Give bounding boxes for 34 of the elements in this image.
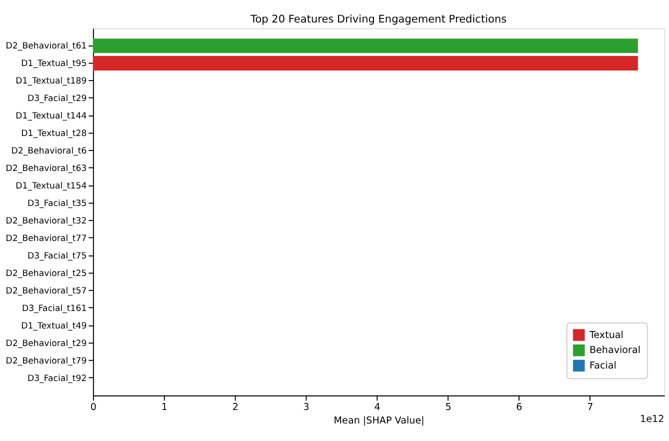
x-axis-title: Mean |SHAP Value| (334, 416, 424, 427)
y-tick-label: D2_Behavioral_t61 (6, 42, 87, 52)
y-tick-label: D3_Facial_t92 (27, 374, 87, 384)
y-tick-label: D1_Textual_t154 (16, 181, 87, 192)
y-tick-label: D1_Textual_t144 (16, 112, 87, 122)
y-tick-label: D2_Behavioral_t57 (6, 286, 87, 296)
y-tick-label: D3_Facial_t35 (27, 198, 87, 209)
y-tick-label: D2_Behavioral_t79 (6, 356, 87, 366)
legend-label: Facial (589, 360, 616, 372)
x-tick-label: 3 (303, 402, 310, 414)
y-tick-label: D1_Textual_t95 (21, 59, 87, 70)
y-tick-label: D2_Behavioral_t25 (6, 268, 87, 279)
text: 1e12 (640, 414, 664, 426)
y-tick-label: D3_Facial_t29 (27, 94, 87, 104)
legend-label: Behavioral (589, 345, 641, 356)
chart-title: Top 20 Features Driving Engagement Predictions (250, 14, 507, 26)
y-tick-label: D2_Behavioral_t6 (11, 146, 87, 157)
legend-label: Textual (588, 330, 624, 341)
x-tick-label: 4 (374, 402, 380, 414)
y-tick-label: D3_Facial_t75 (27, 251, 87, 262)
y-tick-label: D2_Behavioral_t32 (6, 216, 87, 226)
x-tick-label: 5 (445, 402, 452, 414)
x-tick-label: 6 (516, 402, 522, 414)
x-tick-label: 0 (90, 402, 97, 414)
x-tick-label: 7 (587, 402, 594, 414)
x-tick-label: 1 (161, 402, 168, 414)
x-tick-label: 2 (232, 402, 238, 414)
y-tick-label: D2_Behavioral_t63 (6, 164, 87, 174)
y-tick-label: D1_Textual_t49 (21, 321, 87, 332)
y-tick-label: D1_Textual_t28 (21, 129, 87, 140)
y-tick-label: D1_Textual_t189 (16, 76, 87, 87)
y-tick-label: D3_Facial_t161 (22, 304, 87, 314)
y-tick-label: D2_Behavioral_t29 (6, 338, 87, 349)
y-tick-label: D2_Behavioral_t77 (6, 234, 87, 244)
